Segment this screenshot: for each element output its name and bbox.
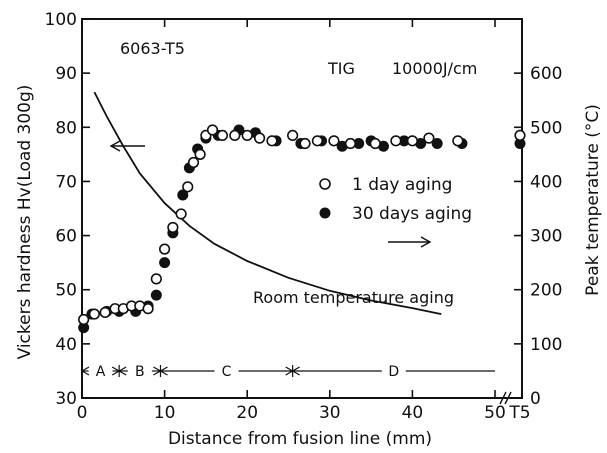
- point-1-day: [328, 135, 340, 147]
- chart-title: 6063-T5: [120, 39, 185, 58]
- legend-marker-filled: [319, 207, 331, 219]
- legend-marker-open: [319, 178, 331, 190]
- zone-label: A: [96, 364, 106, 380]
- point-30-days: [177, 189, 189, 201]
- point-30-days: [431, 138, 443, 150]
- x-tick-label: 10: [154, 403, 176, 423]
- zone-arrowhead: [291, 366, 300, 376]
- plot-frame: [81, 18, 523, 399]
- point-1-day: [266, 135, 278, 147]
- x-tick-label: 0: [77, 403, 88, 423]
- y-left-tick-label: 90: [55, 64, 77, 84]
- point-30-days: [150, 289, 162, 301]
- point-1-day: [194, 148, 206, 160]
- point-1-day: [344, 137, 357, 150]
- y-right-tick-label: 200: [530, 281, 562, 301]
- zone-arrowhead: [159, 366, 168, 376]
- zone-label: B: [135, 364, 145, 380]
- zone-arrowhead: [80, 366, 90, 376]
- zone-label: D: [388, 364, 399, 380]
- point-1-day: [88, 308, 100, 320]
- y-axis-left: 30 40 50 60 70 80 90 100: [45, 10, 90, 409]
- zone-markers: A B C D: [80, 364, 495, 380]
- y-axis-right-title: Peak temperature (°C): [583, 104, 603, 296]
- axis-break-mark: [504, 391, 512, 405]
- y-left-tick-label: 100: [45, 10, 77, 30]
- y-left-tick-label: 40: [55, 335, 77, 355]
- series-points: [78, 124, 526, 334]
- legend: 1 day aging 30 days aging: [319, 175, 472, 224]
- y-left-tick-label: 50: [55, 281, 77, 301]
- point-1-day: [390, 135, 402, 147]
- point-1-day: [299, 137, 311, 150]
- point-30-days: [159, 257, 171, 269]
- point-1-day: [206, 124, 219, 136]
- x-tick-label-t5: T5: [508, 403, 530, 423]
- heat-input-label: 10000J/cm: [392, 59, 477, 78]
- y-left-tick-label: 60: [55, 227, 77, 247]
- y-right-tick-label: 400: [530, 172, 562, 192]
- point-1-day: [99, 306, 111, 319]
- y-right-tick-label: 500: [530, 118, 562, 138]
- zone-arrowhead: [117, 366, 127, 376]
- point-1-day: [241, 129, 253, 142]
- y-right-tick-label: 100: [530, 335, 562, 355]
- plot-border: [81, 18, 523, 399]
- left-axis-arrowhead: [109, 140, 121, 152]
- right-axis-arrowhead: [420, 236, 432, 248]
- y-right-tick-label: 600: [530, 64, 562, 84]
- point-30-days: [398, 135, 410, 147]
- point-30-days: [353, 138, 365, 150]
- legend-label-2: 30 days aging: [352, 204, 472, 224]
- point-1-day: [142, 303, 154, 315]
- point-1-day: [253, 132, 266, 144]
- point-1-day: [159, 243, 171, 255]
- legend-label-1: 1 day aging: [352, 175, 452, 195]
- y-right-tick-label: 300: [530, 227, 562, 247]
- x-tick-label: 30: [319, 403, 341, 423]
- y-left-tick-label: 30: [55, 389, 77, 409]
- method-label: TIG: [327, 59, 355, 78]
- arrows: [109, 140, 432, 248]
- point-1-day-t5: [514, 129, 526, 142]
- point-1-day: [229, 129, 241, 142]
- point-1-day: [311, 135, 324, 147]
- point-1-day: [167, 221, 179, 234]
- point-1-day: [406, 135, 419, 147]
- point-1-day: [369, 137, 381, 150]
- axis-break-mark: [499, 391, 507, 405]
- y-right-tick-label: 0: [530, 389, 541, 409]
- x-axis-title: Distance from fusion line (mm): [168, 429, 432, 449]
- y-axis-right: 0 100 200 300 400 500 600: [514, 64, 562, 409]
- point-30-days: [78, 322, 90, 334]
- point-1-day: [187, 156, 200, 169]
- point-1-day: [175, 208, 187, 220]
- point-30-days-t5: [514, 138, 526, 150]
- point-1-day: [452, 135, 464, 147]
- point-1-day: [216, 129, 229, 142]
- annotation-label: Room temperature aging: [253, 288, 454, 307]
- x-axis: 0 10 20 30 40 50 T5: [77, 19, 531, 423]
- x-tick-label: 50: [484, 403, 506, 423]
- point-1-day: [182, 181, 194, 193]
- x-tick-label: 20: [236, 403, 258, 423]
- point-1-day: [78, 313, 90, 326]
- y-left-tick-label: 80: [55, 118, 77, 138]
- y-axis-left-title: Vickers hardness Hv(Load 300g): [15, 85, 35, 360]
- point-1-day: [423, 132, 435, 144]
- y-left-tick-label: 70: [55, 172, 77, 192]
- zone-label: C: [222, 364, 232, 380]
- point-1-day: [287, 129, 299, 142]
- x-tick-label: 40: [402, 403, 424, 423]
- point-1-day: [150, 273, 162, 285]
